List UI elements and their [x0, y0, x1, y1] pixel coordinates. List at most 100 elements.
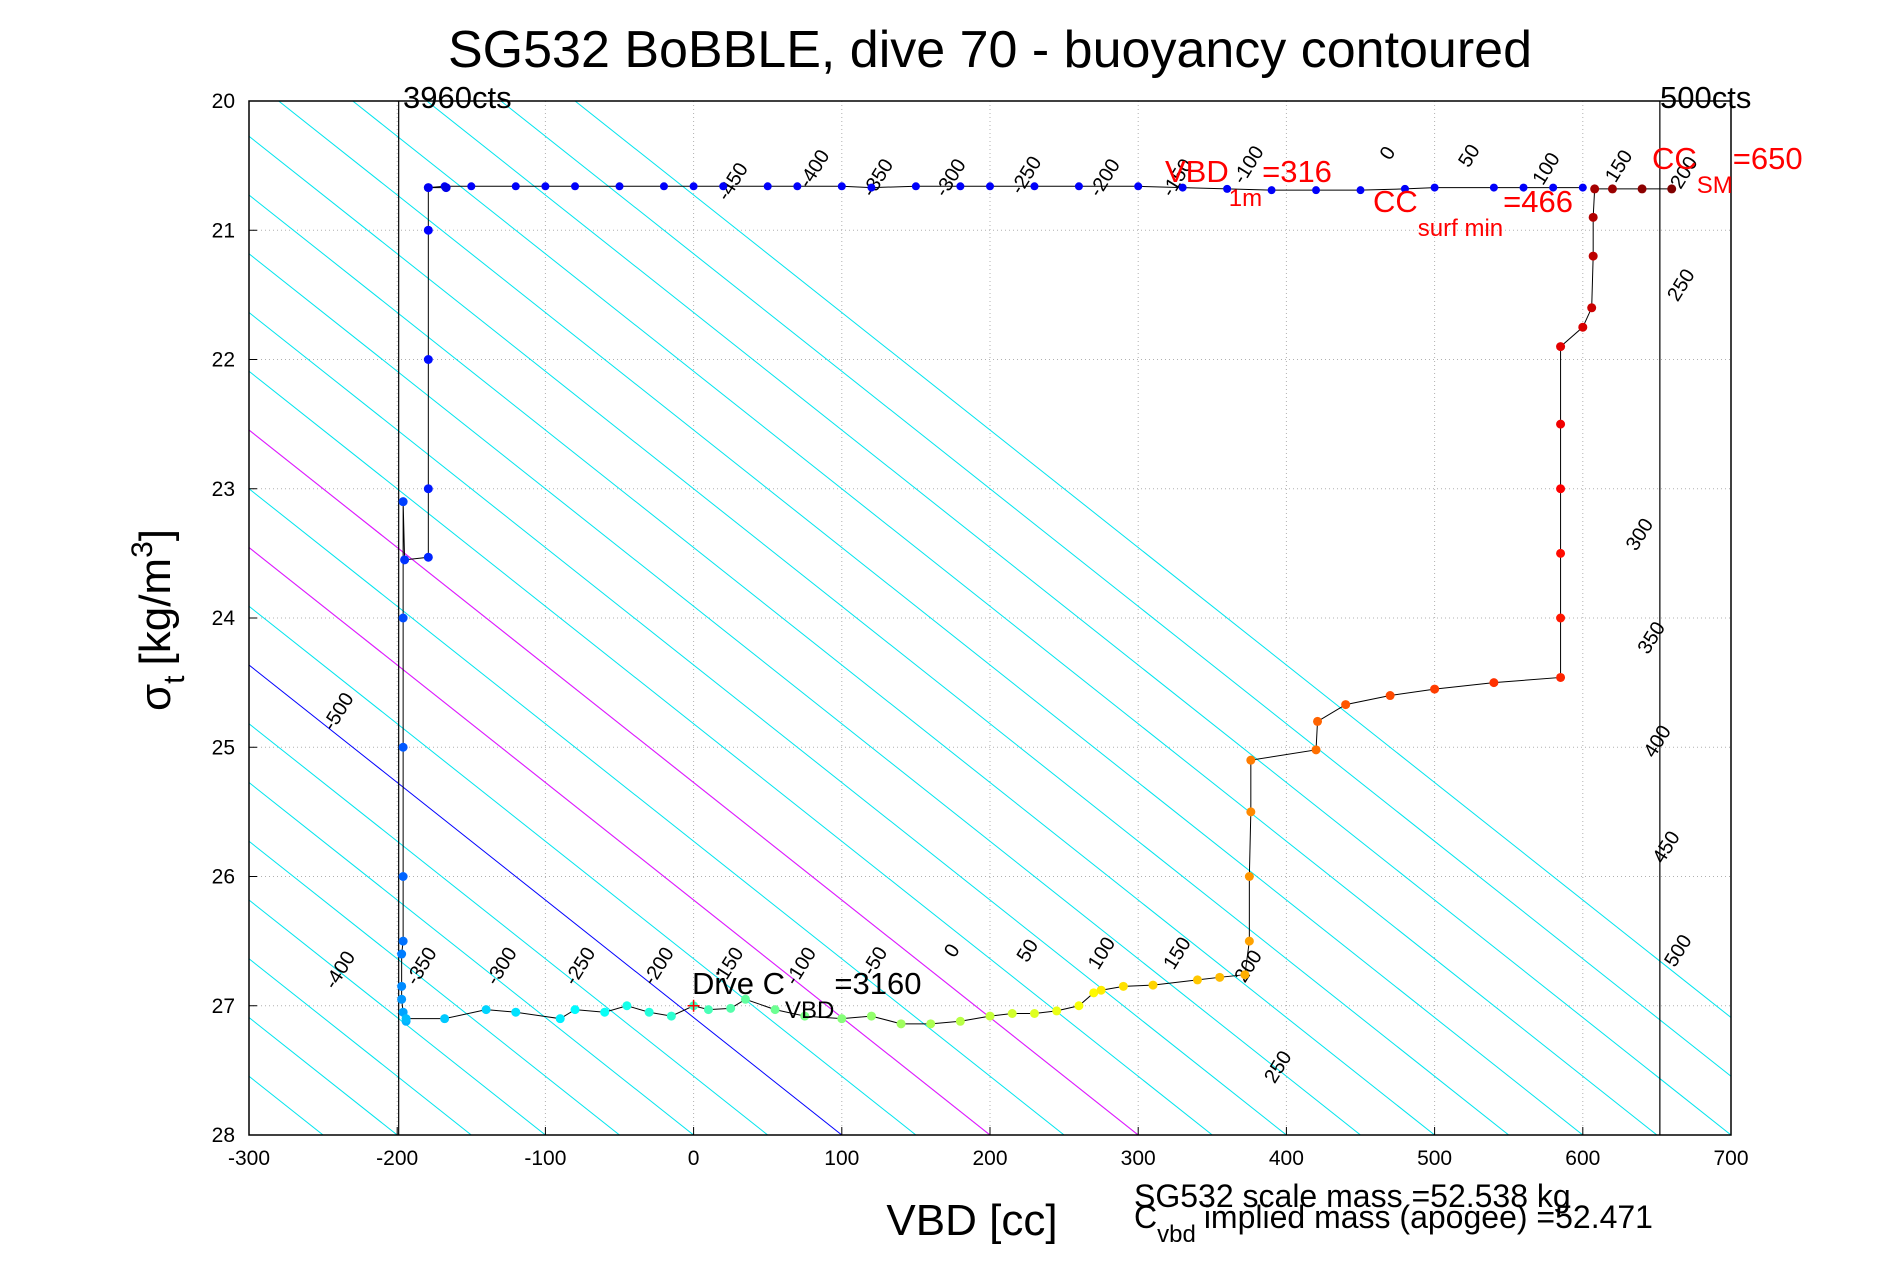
trace-point — [1341, 700, 1351, 710]
x-tick-labels: -300 -200 -100 0 100 200 300 400 500 600 700 — [228, 1127, 1749, 1170]
dive-point — [1578, 183, 1587, 192]
y-tick-label: 21 — [212, 219, 235, 242]
trace-point — [400, 555, 410, 565]
zero-buoyancy-line — [249, 664, 843, 1135]
trace-point — [1556, 484, 1566, 494]
trace-point — [600, 1007, 610, 1017]
trace-point — [740, 994, 750, 1004]
x-tick-label: 0 — [688, 1147, 700, 1170]
sm-reference-line — [249, 429, 1139, 1135]
cc-surf-min-annotation: CCsurf min=466 — [1373, 184, 1573, 242]
trace-point — [423, 484, 433, 494]
trace-point — [644, 1007, 654, 1017]
dive-point — [1267, 186, 1276, 195]
trace-point — [1556, 548, 1566, 558]
trace-point — [423, 225, 433, 235]
buoyancy-contour-line — [249, 781, 694, 1135]
trace-point — [1556, 342, 1566, 352]
buoyancy-contour-line — [249, 958, 472, 1135]
trace-point — [770, 1005, 780, 1015]
trace-point — [866, 1011, 876, 1021]
trace-point — [511, 1007, 521, 1017]
y-tick-label: 28 — [212, 1124, 235, 1147]
y-tick-label: 22 — [212, 349, 235, 372]
x-tick-label: 600 — [1565, 1147, 1600, 1170]
dive-point — [793, 182, 802, 191]
dive-point — [1519, 183, 1528, 192]
dive-point — [719, 182, 728, 191]
trace-point — [397, 949, 407, 959]
buoyancy-contour-line — [249, 723, 769, 1135]
trace-point — [1556, 613, 1566, 623]
buoyancy-contour-line — [249, 899, 546, 1135]
dive-point — [1400, 184, 1409, 193]
trace-point — [1311, 745, 1321, 755]
trace-point — [555, 1014, 565, 1024]
trace-point — [481, 1005, 491, 1015]
buoyancy-contour-line — [352, 101, 1658, 1135]
sm-reference-line — [249, 546, 991, 1135]
dive-point — [837, 182, 846, 191]
trace-point — [1489, 678, 1499, 688]
trace-point — [703, 1005, 713, 1015]
implied-mass-text: Cvbd implied mass (apogee) =52.471 — [1134, 1199, 1653, 1248]
trace-point — [1089, 988, 1099, 998]
buoyancy-contour-line — [574, 101, 1731, 1019]
buoyancy-contour-line — [249, 194, 1435, 1135]
dive-point — [1074, 182, 1083, 191]
trace-point — [1246, 807, 1256, 817]
trace-point — [1192, 975, 1202, 985]
trace-point — [1096, 985, 1106, 995]
trace-point — [955, 1016, 965, 1026]
trace-point — [666, 1011, 676, 1021]
dive-point — [689, 182, 698, 191]
trace-point — [1313, 716, 1323, 726]
dive-point — [467, 182, 476, 191]
trace-point — [423, 552, 433, 562]
trace-point — [1385, 691, 1395, 701]
trace-point — [1240, 970, 1250, 980]
trace-point — [1637, 184, 1647, 194]
trace-point — [1588, 251, 1598, 261]
cc-sm-annotation: CCSM=650 — [1652, 141, 1803, 199]
dive-point — [867, 183, 876, 192]
x-tick-label: 200 — [972, 1147, 1007, 1170]
trace-point — [1148, 980, 1158, 990]
y-tick-label: 23 — [212, 478, 235, 501]
y-tick-label: 27 — [212, 995, 235, 1018]
trace-point — [423, 183, 433, 193]
dive-point — [1312, 186, 1321, 195]
x-tick-label: 700 — [1713, 1147, 1748, 1170]
dive-point — [511, 182, 520, 191]
dive-point — [1356, 186, 1365, 195]
trace-point — [441, 183, 451, 193]
x-tick-label: 500 — [1417, 1147, 1452, 1170]
trace-point — [397, 981, 407, 991]
y-tick-label: 24 — [212, 607, 236, 630]
trace-point — [1588, 212, 1598, 222]
y-tick-label: 20 — [212, 90, 235, 113]
buoyancy-contour-line — [249, 311, 1287, 1135]
buoyancy-contour-line — [0, 101, 101, 1135]
dive-point — [1178, 183, 1187, 192]
y-axis-label: σt [kg/m3] — [126, 529, 191, 711]
dive-point — [659, 182, 668, 191]
trace-point — [398, 497, 408, 507]
count-label-left: 3960cts — [403, 80, 512, 115]
trace-point — [1556, 672, 1566, 682]
y-tick-label: 25 — [212, 736, 235, 759]
dive-point — [911, 182, 920, 191]
dive-point — [986, 182, 994, 191]
trace-point — [1607, 184, 1617, 194]
trace-point — [1215, 972, 1225, 982]
buoyancy-contour-line — [426, 101, 1731, 1135]
trace-point — [398, 936, 408, 946]
trace-point — [1667, 184, 1677, 194]
trace-point — [1007, 1009, 1017, 1019]
y-axis-label-sigma: σ — [131, 684, 180, 711]
dive-point — [615, 182, 624, 191]
x-axis-label: VBD [cc] — [886, 1196, 1057, 1245]
y-tick-labels: 20 21 22 23 24 25 26 27 28 — [212, 90, 257, 1147]
y-axis-label-sup: 3 — [126, 541, 159, 558]
